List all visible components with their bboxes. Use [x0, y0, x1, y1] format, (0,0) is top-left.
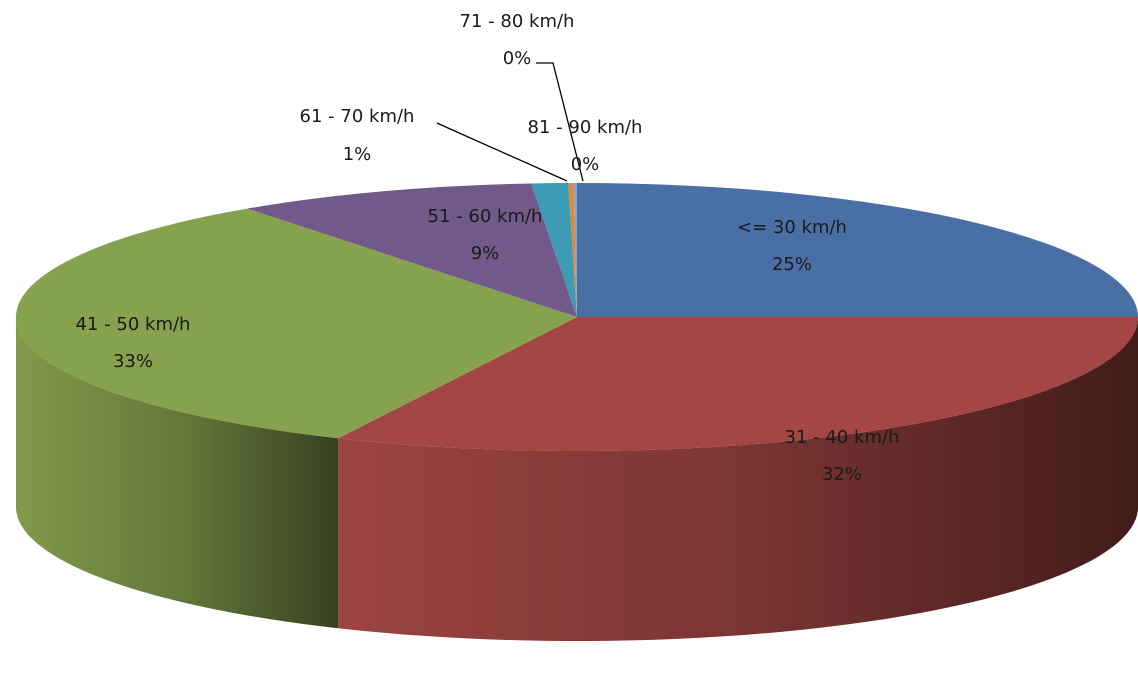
leader-line-71-80: [536, 62, 584, 182]
slice-label-71-80-km-h: 71 - 80 km/h: [460, 11, 575, 32]
slice-label-81-90-km-h: 81 - 90 km/h: [528, 117, 643, 138]
side-wall-shade-31-40-km-h: [338, 317, 1138, 641]
pie-top-faces: [15, 183, 1138, 451]
leader-line-61-70: [436, 122, 568, 182]
slice-percent-31-40-km-h: 32%: [822, 464, 862, 485]
slice-labels: <= 30 km/h 25% 31 - 40 km/h 32% 41 - 50 km/h…: [76, 11, 900, 485]
pie-slice-30-km-h: [577, 183, 1138, 317]
pie-slice-81-90-km-h: [573, 183, 577, 317]
slice-label-41-50-km-h: 41 - 50 km/h: [76, 314, 191, 335]
slice-label-30-km-h: <= 30 km/h: [737, 217, 847, 238]
slice-label-51-60-km-h: 51 - 60 km/h: [428, 206, 543, 227]
pie-slice-61-70-km-h: [531, 183, 577, 317]
slice-label-31-40-km-h: 31 - 40 km/h: [785, 427, 900, 448]
slice-percent-30-km-h: 25%: [772, 254, 812, 275]
slice-label-61-70-km-h: 61 - 70 km/h: [300, 106, 415, 127]
slice-percent-81-90-km-h: 0%: [571, 154, 600, 175]
slice-percent-51-60-km-h: 9%: [471, 243, 500, 264]
pie-slice-51-60-km-h: [247, 183, 577, 317]
pie-slice-71-80-km-h: [568, 183, 577, 317]
side-wall-shade-41-50-km-h: [16, 317, 339, 629]
slice-percent-41-50-km-h: 33%: [113, 351, 153, 372]
leader-lines: [436, 62, 584, 182]
slice-percent-71-80-km-h: 0%: [503, 48, 532, 69]
pie-slice-31-40-km-h: [338, 317, 1138, 451]
pie-slice-41-50-km-h: [15, 208, 577, 439]
slice-percent-61-70-km-h: 1%: [343, 144, 372, 165]
pie-side-walls: [16, 317, 1138, 641]
